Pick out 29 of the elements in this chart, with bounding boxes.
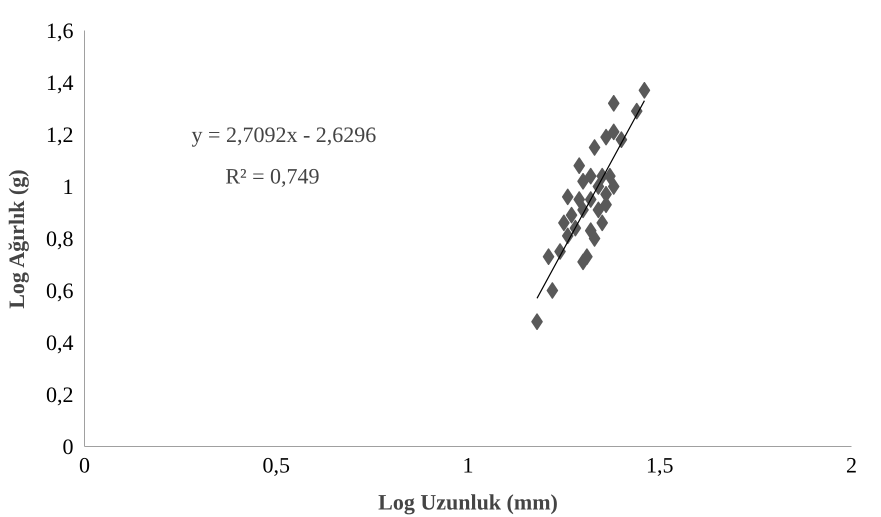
annotation: R² = 0,749 (225, 164, 320, 189)
x-tick-label: 1 (462, 452, 474, 478)
x-tick-label: 1,5 (646, 452, 674, 478)
x-tick-label: 2 (846, 452, 857, 478)
x-tick-label: 0,5 (262, 452, 290, 478)
y-tick-label: 0,2 (46, 382, 74, 407)
y-tick-label: 0,8 (46, 226, 74, 251)
point (573, 157, 586, 174)
y-tick-label: 0,6 (46, 278, 74, 303)
y-tick-label: 1,4 (46, 70, 74, 95)
point (608, 94, 620, 112)
point (584, 222, 597, 240)
point (608, 178, 620, 195)
annotation: y = 2,7092x - 2,6296 (192, 122, 376, 147)
y-tick-label: 0 (62, 434, 74, 459)
point (588, 139, 600, 156)
x-axis-title: Log Uzunluk (mm) (378, 490, 558, 514)
y-axis-title: Log Ağırlık (g) (4, 169, 29, 309)
point (546, 282, 558, 299)
y-tick-label: 1 (62, 174, 74, 199)
y-tick-label: 0,4 (46, 330, 74, 355)
point (608, 123, 620, 140)
y-tick-label: 1,2 (46, 122, 74, 147)
point (562, 188, 574, 206)
x-tick-label: 0 (79, 452, 90, 478)
point (584, 168, 597, 185)
point (596, 214, 608, 232)
point (573, 191, 586, 208)
y-tick-label: 1,6 (46, 18, 74, 43)
